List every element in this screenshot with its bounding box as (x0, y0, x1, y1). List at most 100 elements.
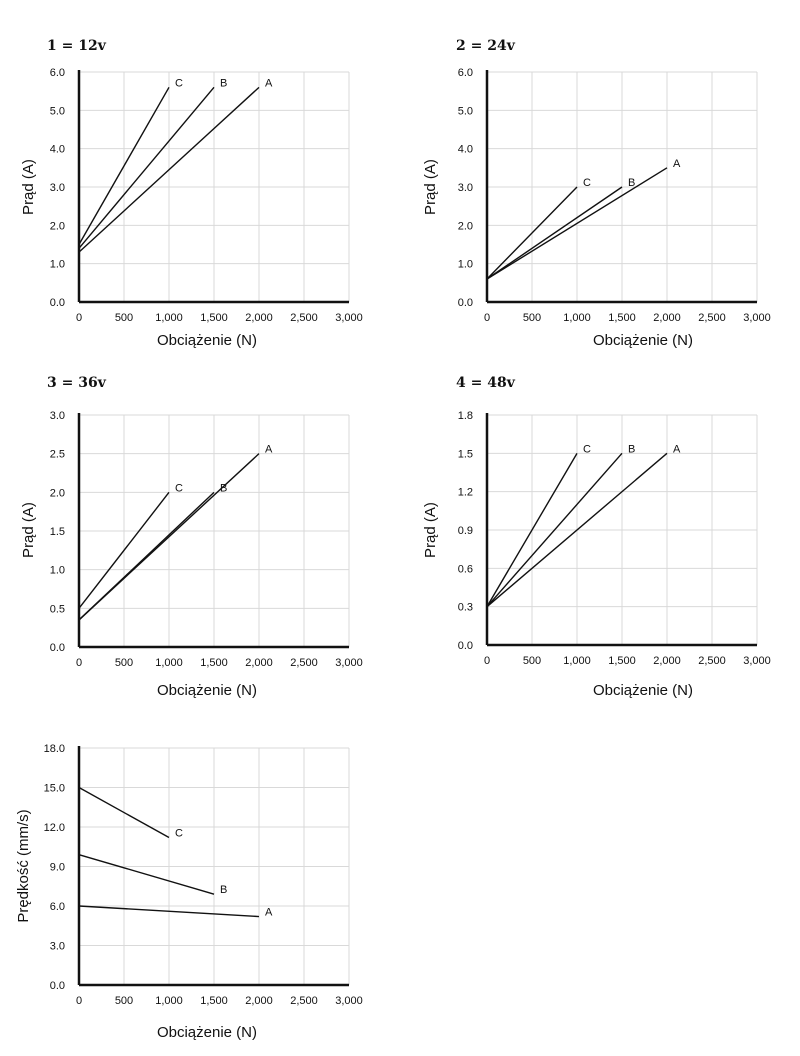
x-tick-label: 0 (76, 657, 82, 669)
chart-5: 0 500 1,000 1,500 2,000 2,500 3,000 0.0 3.0 6.0 9.… (15, 743, 363, 1041)
y-tick-label: 1.0 (50, 259, 65, 271)
y-tick-label: 3.0 (50, 182, 65, 194)
series-line-c (486, 186, 578, 280)
chart-title: 4 = 48v (456, 375, 516, 391)
y-tick-label: 0.3 (458, 602, 473, 614)
x-tick-label: 1,000 (155, 312, 183, 324)
x-tick-label: 0 (76, 312, 82, 324)
x-tick-label: 2,000 (245, 657, 273, 669)
y-tick-label: 6.0 (50, 901, 65, 913)
y-tick-label: 4.0 (458, 144, 473, 156)
chart-1: 1 = 12v 0 500 1,000 1,500 2,000 2,500 3,000 0.0 1… (20, 38, 363, 349)
chart-title: 3 = 36v (47, 375, 107, 391)
x-tick-label: 1,500 (200, 312, 228, 324)
x-tick-label: 3,000 (743, 655, 771, 667)
x-tick-label: 500 (115, 995, 133, 1007)
x-tick-label: 1,500 (200, 995, 228, 1007)
y-tick-label: 1.2 (458, 487, 473, 499)
series-label-a: A (673, 158, 681, 170)
y-tick-label: 0.0 (50, 297, 65, 309)
x-tick-label: 2,500 (290, 995, 318, 1007)
x-tick-label: 1,500 (200, 657, 228, 669)
series-label-c: C (583, 443, 591, 455)
series-label-a: A (265, 77, 273, 89)
series-label-c: C (583, 177, 591, 189)
x-tick-label: 1,500 (608, 655, 636, 667)
chart-2: 2 = 24v 0 500 1,000 1,500 2,000 2,500 3,000 0.0 1… (422, 38, 771, 349)
series-label-c: C (175, 482, 183, 494)
y-tick-label: 3.0 (50, 410, 65, 422)
x-tick-label: 3,000 (743, 312, 771, 324)
series-line-c (78, 491, 170, 609)
x-tick-label: 2,500 (698, 312, 726, 324)
y-tick-label: 0.9 (458, 525, 473, 537)
y-tick-label: 15.0 (44, 783, 65, 795)
y-tick-label: 5.0 (50, 105, 65, 117)
series-label-c: C (175, 828, 183, 840)
series-line-a (486, 167, 668, 280)
y-tick-label: 1.0 (458, 259, 473, 271)
y-tick-label: 6.0 (458, 67, 473, 79)
x-axis-label: Obciążenie (N) (157, 1024, 257, 1041)
x-tick-label: 1,500 (608, 312, 636, 324)
x-axis-label: Obciążenie (N) (157, 682, 257, 699)
x-tick-label: 500 (523, 312, 541, 324)
series-line-a (78, 86, 260, 253)
x-tick-label: 3,000 (335, 995, 363, 1007)
y-tick-label: 2.0 (50, 220, 65, 232)
series-label-b: B (220, 77, 227, 89)
chart-4: 4 = 48v 0 500 1,000 1,500 2,000 2,500 3,000 0.0 0… (422, 375, 771, 699)
x-tick-label: 3,000 (335, 657, 363, 669)
x-tick-label: 0 (484, 312, 490, 324)
y-tick-label: 0.6 (458, 563, 473, 575)
x-axis-label: Obciążenie (N) (593, 682, 693, 699)
x-tick-label: 1,000 (155, 657, 183, 669)
x-tick-label: 0 (484, 655, 490, 667)
y-tick-label: 5.0 (458, 105, 473, 117)
series-label-c: C (175, 77, 183, 89)
series-line-a (78, 905, 260, 918)
y-axis-label: Prąd (A) (20, 502, 37, 558)
series-label-b: B (628, 443, 635, 455)
x-tick-label: 500 (115, 312, 133, 324)
y-axis-label: Prędkość (mm/s) (15, 809, 32, 922)
x-tick-label: 500 (115, 657, 133, 669)
y-tick-label: 1.8 (458, 410, 473, 422)
y-tick-label: 2.5 (50, 449, 65, 461)
y-tick-label: 3.0 (50, 941, 65, 953)
series-line-c (78, 86, 170, 245)
series-label-a: A (265, 444, 273, 456)
y-tick-label: 12.0 (44, 822, 65, 834)
x-tick-label: 2,500 (290, 312, 318, 324)
y-tick-label: 2.0 (458, 220, 473, 232)
y-tick-label: 1.5 (50, 526, 65, 538)
series-line-b (486, 186, 623, 280)
x-tick-label: 2,000 (245, 995, 273, 1007)
series-label-b: B (220, 482, 227, 494)
series-label-a: A (673, 443, 681, 455)
x-tick-label: 2,000 (653, 312, 681, 324)
x-tick-label: 2,000 (653, 655, 681, 667)
series-label-b: B (220, 884, 227, 896)
y-tick-label: 2.0 (50, 487, 65, 499)
series-line-b (486, 452, 623, 608)
y-tick-label: 3.0 (458, 182, 473, 194)
series-line-b (78, 853, 215, 895)
x-tick-label: 500 (523, 655, 541, 667)
series-label-b: B (628, 177, 635, 189)
x-tick-label: 0 (76, 995, 82, 1007)
x-tick-label: 2,500 (290, 657, 318, 669)
y-tick-label: 0.0 (458, 297, 473, 309)
series-line-c (78, 786, 170, 839)
x-axis-label: Obciążenie (N) (593, 332, 693, 349)
y-tick-label: 4.0 (50, 144, 65, 156)
y-axis-label: Prąd (A) (422, 159, 439, 215)
x-tick-label: 2,500 (698, 655, 726, 667)
series-line-b (78, 491, 215, 621)
y-axis-label: Prąd (A) (422, 502, 439, 558)
x-tick-label: 1,000 (563, 655, 591, 667)
y-tick-label: 0.0 (50, 642, 65, 654)
y-axis-label: Prąd (A) (20, 159, 37, 215)
y-tick-label: 0.0 (458, 640, 473, 652)
